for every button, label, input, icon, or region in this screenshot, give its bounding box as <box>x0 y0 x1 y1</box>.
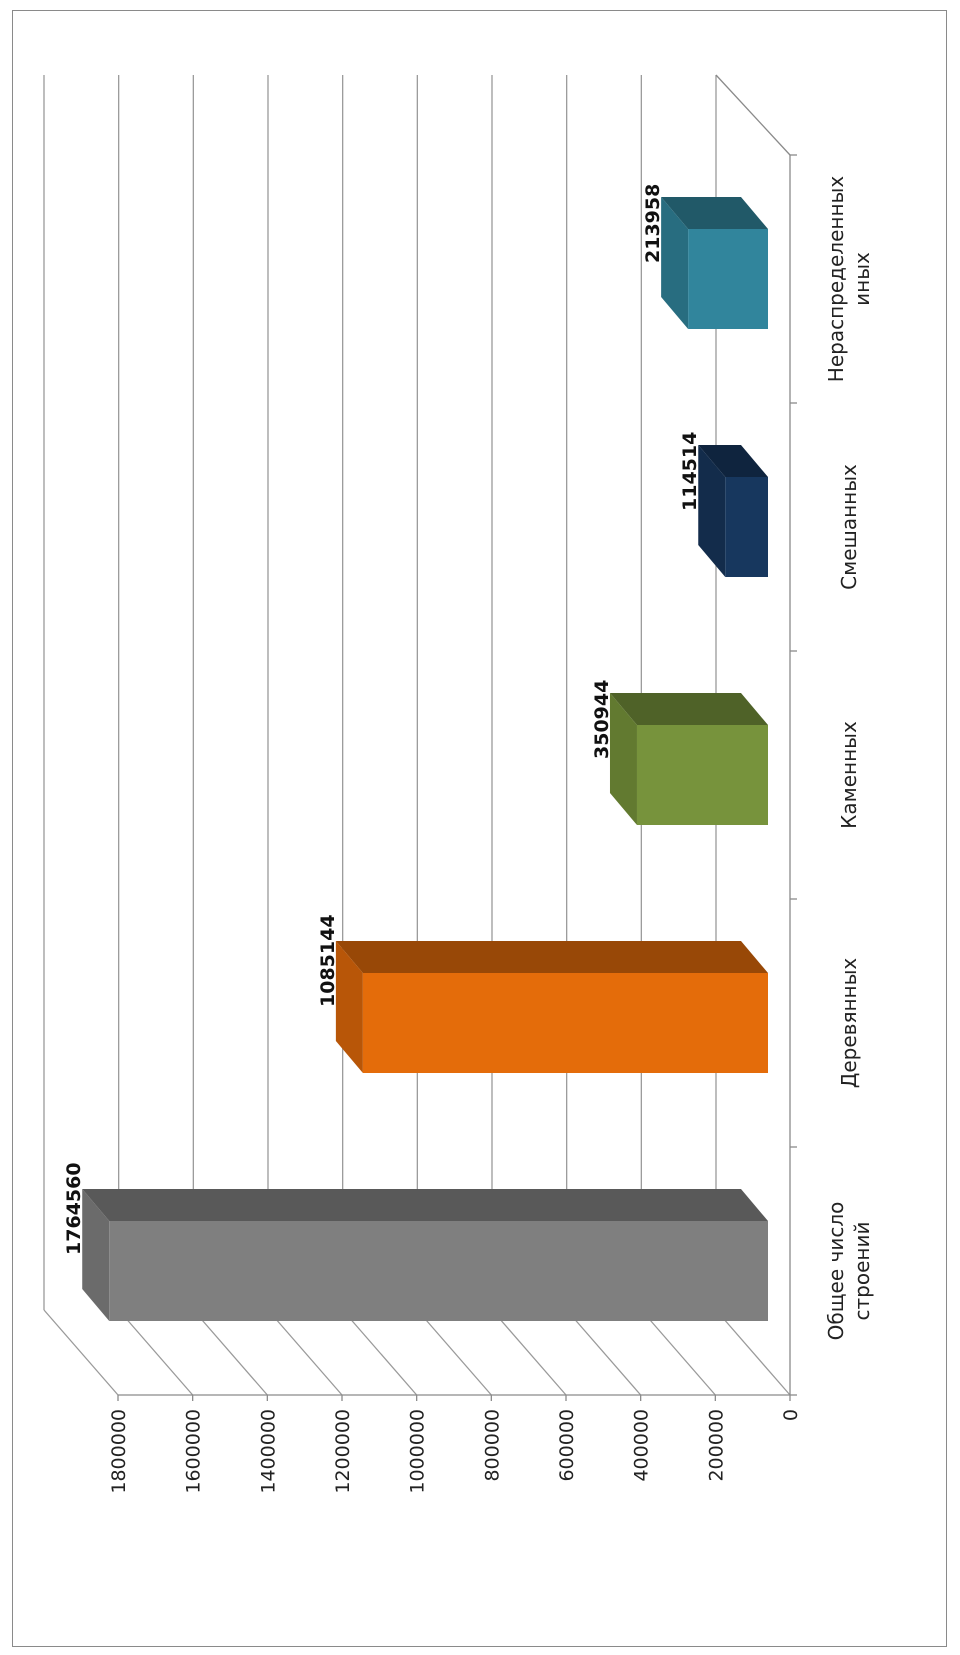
bar-side-face <box>335 941 363 1073</box>
chart-frame <box>12 10 947 1647</box>
value-axis-tick-label: 1600000 <box>183 1409 205 1494</box>
bar <box>82 1189 768 1321</box>
bar <box>335 941 768 1073</box>
bar-side-face <box>698 445 726 577</box>
data-label: 350944 <box>591 680 613 759</box>
bar <box>661 197 768 329</box>
bar-side-face <box>82 1189 110 1321</box>
bar-side-face <box>661 197 689 329</box>
bar-top-face <box>609 693 768 725</box>
gridline-floor <box>416 1309 492 1396</box>
gridline-floor <box>118 1309 194 1396</box>
chart-axes <box>117 74 797 1401</box>
gridline-floor <box>342 1309 418 1396</box>
gridline-floor <box>566 1309 642 1396</box>
category-axis-labels: Общее число строений Деревянных Каменных Сме… <box>824 176 874 1341</box>
value-axis-tick-label: 800000 <box>481 1409 503 1482</box>
bar-top-face <box>698 445 768 477</box>
gridline-floor <box>267 1309 343 1396</box>
category-label-line: Деревянных <box>837 958 861 1089</box>
floor-edge <box>715 74 791 156</box>
category-label-line: Нераспределенных <box>824 176 848 383</box>
data-label: 213958 <box>642 184 664 263</box>
bar-front-face <box>636 725 768 825</box>
category-label: Смешанных <box>837 464 861 590</box>
gridline-floor <box>43 1309 119 1396</box>
bar-front-face <box>109 1221 768 1321</box>
category-label: Общее число строений <box>824 1202 874 1341</box>
value-axis-tick-label: 600000 <box>556 1409 578 1482</box>
value-axis-tick-label: 1400000 <box>257 1409 279 1494</box>
bar-top-face <box>335 941 768 973</box>
bar-top-face <box>661 197 768 229</box>
category-label-line: Общее число <box>824 1202 848 1341</box>
category-label-line: Каменных <box>837 721 861 829</box>
bar <box>698 445 768 577</box>
value-axis-tick-labels: 0 200000 400000 600000 800000 1000000 1200000 1… <box>108 1409 802 1494</box>
value-axis-tick-label: 0 <box>780 1409 802 1421</box>
category-label-line: строений <box>850 1222 874 1321</box>
bar-front-face <box>688 229 768 329</box>
gridline-floor <box>192 1309 268 1396</box>
data-label: 1085144 <box>317 914 339 1007</box>
value-axis-tick-label: 200000 <box>705 1409 727 1482</box>
value-axis-tick-label: 1000000 <box>407 1409 429 1494</box>
value-axis-tick-label: 1800000 <box>108 1409 130 1494</box>
gridline-floor <box>640 1309 716 1396</box>
gridline-floor <box>715 1309 791 1396</box>
bar-side-face <box>609 693 637 825</box>
gridline-floor <box>491 1309 567 1396</box>
bars <box>82 197 768 1321</box>
bar-front-face <box>362 973 768 1073</box>
bar-front-face <box>725 477 768 577</box>
category-label: Каменных <box>837 721 861 829</box>
data-label: 114514 <box>679 432 701 511</box>
bar <box>609 693 768 825</box>
data-labels: 1764560 1085144 350944 114514 213958 <box>63 184 701 1255</box>
value-axis-tick-label: 1200000 <box>332 1409 354 1494</box>
data-label: 1764560 <box>63 1162 85 1255</box>
category-label-line: Смешанных <box>837 464 861 590</box>
value-axis-tick-label: 400000 <box>631 1409 653 1482</box>
bar-top-face <box>82 1189 768 1221</box>
category-label: Деревянных <box>837 958 861 1089</box>
category-label: Нераспределенных иных <box>824 176 874 383</box>
category-label-line: иных <box>850 252 874 306</box>
